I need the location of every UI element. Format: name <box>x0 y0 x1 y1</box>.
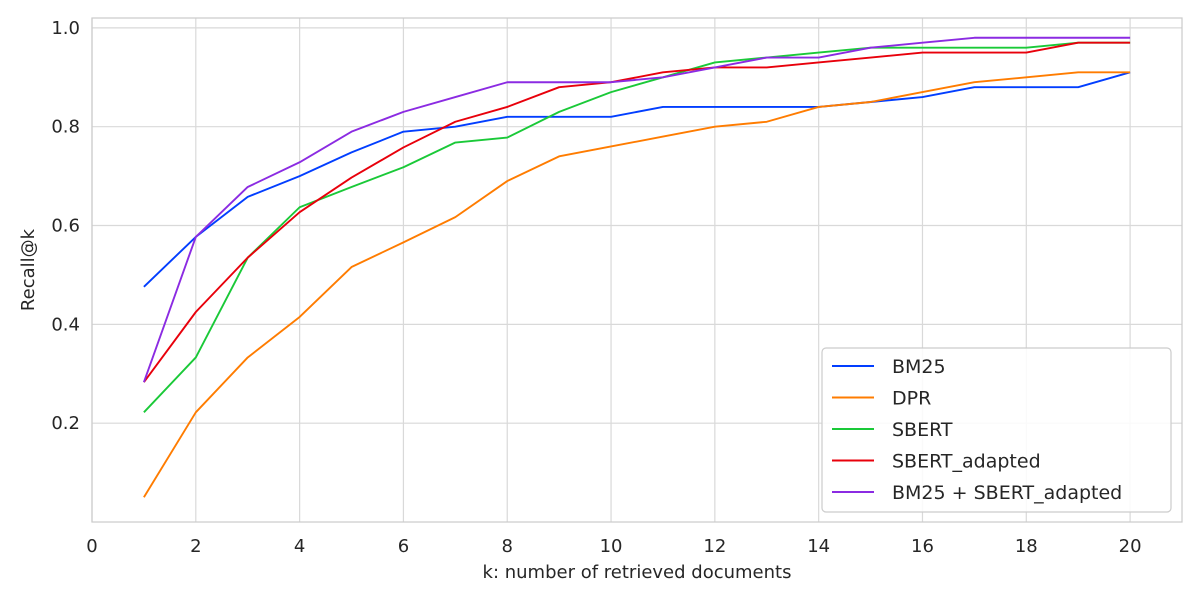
legend-box <box>821 347 1172 513</box>
y-tick-label: 0.6 <box>51 216 80 237</box>
x-tick-label: 8 <box>502 536 513 557</box>
y-tick-label: 0.4 <box>51 314 80 335</box>
legend-label-bm25-sbert-adapted: BM25 + SBERT_adapted <box>892 482 1122 504</box>
series-line-dpr <box>143 71 1131 498</box>
x-tick-label: 2 <box>190 536 201 557</box>
x-tick-labels: 0 2 4 6 8 10 12 14 16 18 20 <box>86 536 1141 557</box>
y-tick-labels: 0.2 0.4 0.6 0.8 1.0 <box>51 18 80 434</box>
x-tick-label: 18 <box>1015 536 1038 557</box>
series-lines <box>143 36 1131 498</box>
legend-label-dpr: DPR <box>892 388 931 410</box>
x-tick-label: 4 <box>294 536 305 557</box>
x-tick-label: 0 <box>86 536 97 557</box>
y-tick-label: 0.2 <box>51 413 80 434</box>
x-tick-label: 10 <box>600 536 623 557</box>
series-line-bm25 <box>143 71 1131 288</box>
x-tick-label: 16 <box>911 536 934 557</box>
y-tick-label: 1.0 <box>51 18 80 39</box>
x-tick-label: 14 <box>807 536 830 557</box>
legend-label-bm25: BM25 <box>892 356 946 378</box>
y-axis-label: Recall@k <box>18 228 39 311</box>
legend: BM25 DPR SBERT SBERT_adapted BM25 + SBERT_ad… <box>821 347 1172 513</box>
plot-frame <box>91 17 1183 523</box>
x-tick-label: 20 <box>1119 536 1142 557</box>
x-tick-label: 6 <box>398 536 409 557</box>
y-tick-label: 0.8 <box>51 117 80 138</box>
x-axis-label: k: number of retrieved documents <box>483 562 792 583</box>
legend-label-sbert-adapted: SBERT_adapted <box>892 451 1041 473</box>
legend-label-sbert: SBERT <box>892 419 953 441</box>
series-line-bm25-sbert-adapted <box>143 36 1131 383</box>
series-line-sbert-adapted <box>143 41 1131 383</box>
series-line-sbert <box>143 41 1131 413</box>
x-tick-label: 12 <box>703 536 726 557</box>
